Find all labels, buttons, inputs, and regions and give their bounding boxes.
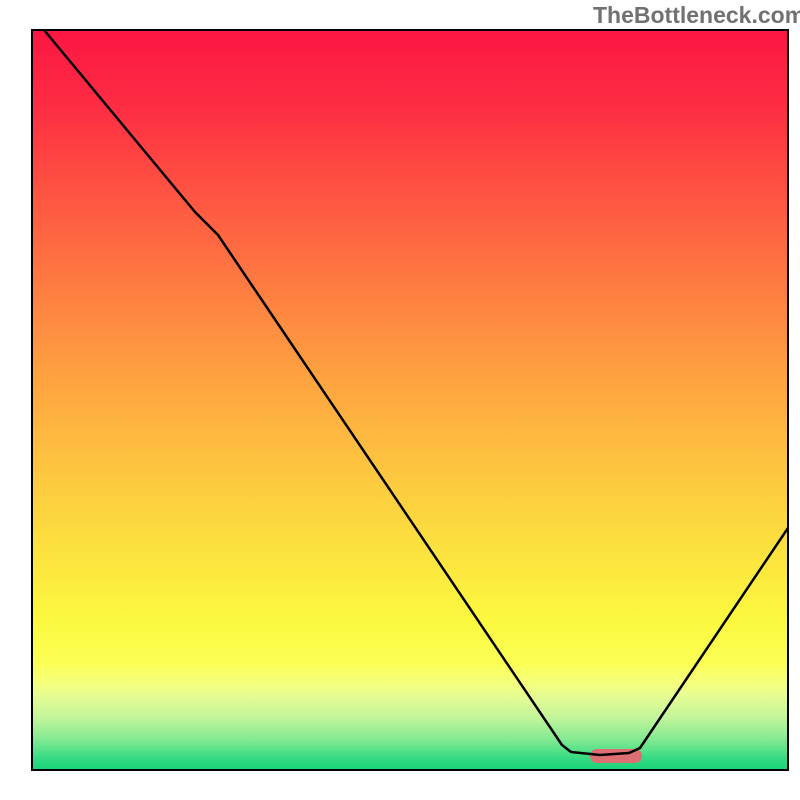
- watermark-text: TheBottleneck.com: [593, 2, 800, 29]
- chart-canvas: TheBottleneck.com: [0, 0, 800, 800]
- chart-svg: [0, 0, 800, 800]
- gradient-background: [32, 30, 788, 770]
